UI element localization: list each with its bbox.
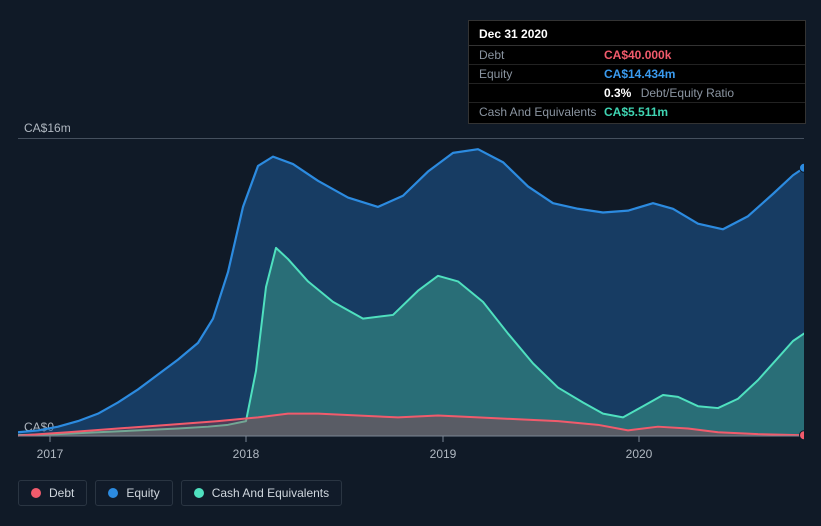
tooltip-cash-label: Cash And Equivalents <box>479 105 604 119</box>
tooltip-ratio-sub: Debt/Equity Ratio <box>641 86 734 100</box>
legend-swatch-cash <box>194 488 204 498</box>
tooltip-box: Dec 31 2020 Debt CA$40.000k Equity CA$14… <box>468 20 806 124</box>
legend-item-cash[interactable]: Cash And Equivalents <box>181 480 342 506</box>
tooltip-ratio-value: 0.3% <box>604 86 631 100</box>
tooltip-cash-value: CA$5.511m <box>604 105 668 119</box>
x-axis-label: 2020 <box>626 447 653 461</box>
legend-label-equity: Equity <box>126 486 159 500</box>
chart-container: Dec 31 2020 Debt CA$40.000k Equity CA$14… <box>0 0 821 526</box>
tooltip-ratio-label <box>479 86 604 100</box>
tooltip-equity-value: CA$14.434m <box>604 67 675 81</box>
tooltip-date: Dec 31 2020 <box>469 23 805 46</box>
x-axis-label: 2019 <box>430 447 457 461</box>
legend: Debt Equity Cash And Equivalents <box>18 480 342 506</box>
tooltip-debt-label: Debt <box>479 48 604 62</box>
area-chart <box>18 138 804 446</box>
x-axis-label: 2017 <box>37 447 64 461</box>
tooltip-debt-value: CA$40.000k <box>604 48 671 62</box>
legend-item-equity[interactable]: Equity <box>95 480 172 506</box>
x-axis-label: 2018 <box>233 447 260 461</box>
legend-label-debt: Debt <box>49 486 74 500</box>
legend-swatch-debt <box>31 488 41 498</box>
tooltip-equity-label: Equity <box>479 67 604 81</box>
legend-swatch-equity <box>108 488 118 498</box>
legend-item-debt[interactable]: Debt <box>18 480 87 506</box>
legend-label-cash: Cash And Equivalents <box>212 486 329 500</box>
y-axis-top-label: CA$16m <box>24 121 71 135</box>
